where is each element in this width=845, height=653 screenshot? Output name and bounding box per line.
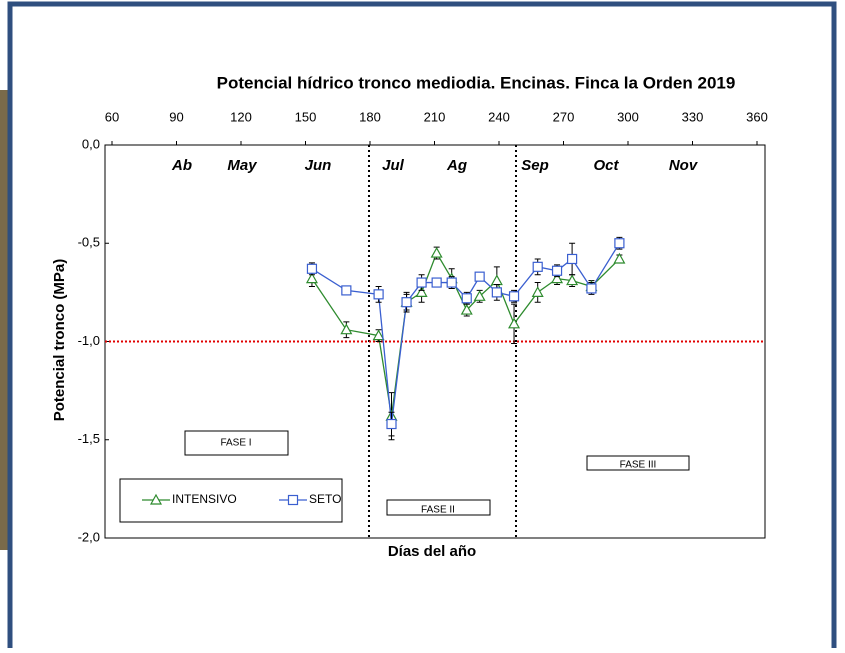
- month-label: Jul: [382, 157, 405, 174]
- month-label: Jun: [305, 157, 332, 174]
- x-tick-label: 270: [553, 109, 575, 124]
- data-point: [532, 261, 543, 272]
- x-tick-label: 60: [105, 109, 119, 124]
- phase-label: FASE II: [421, 505, 455, 516]
- data-point: [508, 317, 521, 329]
- data-point: [566, 253, 578, 265]
- data-point: [613, 252, 626, 264]
- data-point: [415, 286, 428, 297]
- data-point: [551, 272, 564, 284]
- data-point: [416, 277, 427, 288]
- phase-label: FASE III: [620, 460, 657, 471]
- frame: [7, 1, 837, 653]
- data-point: [305, 272, 318, 284]
- data-point: [446, 277, 457, 288]
- x-tick-label: 180: [359, 109, 381, 124]
- x-tick-label: 240: [488, 109, 510, 124]
- data-point: [566, 274, 579, 286]
- data-point: [586, 283, 597, 294]
- y-tick-label: -0,5: [78, 235, 100, 250]
- data-point: [473, 290, 486, 301]
- x-tick-label: 90: [169, 109, 183, 124]
- legend-label: SETO: [309, 492, 341, 506]
- x-tick-label: 300: [617, 109, 639, 124]
- x-tick-label: 120: [230, 109, 252, 124]
- y-tick-label: 0,0: [82, 136, 100, 151]
- phase-box: [184, 430, 289, 456]
- y-axis-label: Potencial tronco (MPa): [51, 259, 68, 422]
- chart-title: Potencial hídrico tronco mediodia. Encin…: [217, 73, 736, 92]
- data-point: [373, 289, 384, 300]
- data-point: [614, 238, 625, 249]
- data-point: [491, 287, 502, 298]
- month-label: Sep: [521, 157, 549, 174]
- data-point: [461, 293, 472, 304]
- x-axis-label: Días del año: [388, 543, 476, 560]
- x-tick-label: 150: [295, 109, 317, 124]
- data-point: [474, 271, 485, 282]
- month-label: Nov: [669, 157, 699, 174]
- phase-label: FASE I: [220, 438, 251, 449]
- legend-label: INTENSIVO: [172, 492, 237, 506]
- data-point: [386, 418, 397, 430]
- month-label: Ag: [446, 157, 467, 174]
- data-point: [551, 265, 563, 276]
- y-tick-label: -1,0: [78, 333, 100, 348]
- data-point: [431, 277, 442, 288]
- x-tick-label: 330: [682, 109, 704, 124]
- phase-box: [586, 455, 690, 471]
- month-label: May: [227, 157, 257, 174]
- month-label: Oct: [593, 157, 619, 174]
- legend-marker: [287, 494, 299, 506]
- x-tick-label: 360: [746, 109, 768, 124]
- legend-marker: [149, 493, 163, 505]
- x-tick-label: 210: [424, 109, 446, 124]
- phase-box: [386, 499, 491, 516]
- data-point: [531, 286, 544, 297]
- data-point: [306, 263, 318, 274]
- photo-strip: [0, 90, 10, 550]
- data-point: [372, 329, 385, 341]
- data-point: [340, 323, 353, 335]
- data-point: [460, 303, 473, 315]
- data-point: [341, 285, 352, 296]
- data-point: [430, 246, 443, 258]
- y-tick-label: -1,5: [78, 431, 100, 446]
- data-point: [401, 297, 412, 308]
- y-tick-label: -2,0: [78, 529, 100, 544]
- data-point: [508, 291, 520, 302]
- month-label: Ab: [171, 157, 192, 174]
